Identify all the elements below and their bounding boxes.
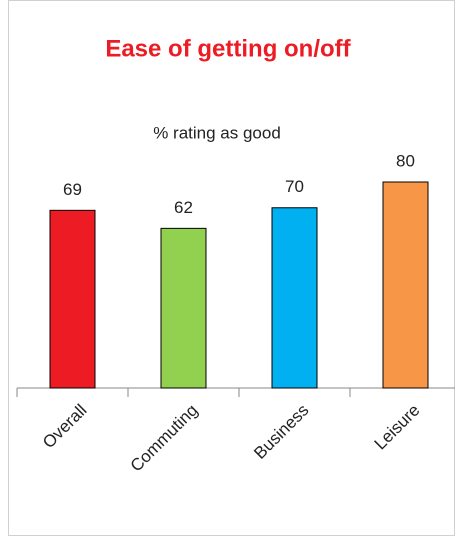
bar xyxy=(160,227,207,389)
bar xyxy=(49,209,96,389)
chart-subtitle: % rating as good xyxy=(153,123,281,142)
value-label: 62 xyxy=(174,198,193,217)
chart-title: Ease of getting on/off xyxy=(105,35,351,62)
bar xyxy=(271,207,318,389)
value-label: 80 xyxy=(396,151,415,170)
value-label: 69 xyxy=(63,180,82,199)
bar xyxy=(382,181,429,389)
value-label: 70 xyxy=(285,177,304,196)
